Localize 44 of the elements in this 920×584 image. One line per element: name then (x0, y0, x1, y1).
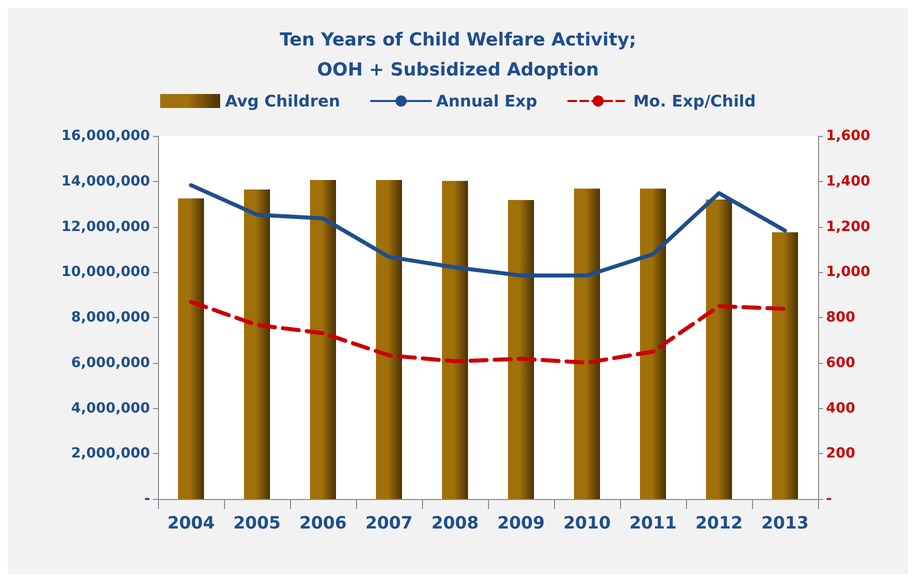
y2-tick-label: - (826, 491, 832, 507)
bar (574, 188, 600, 499)
y-tick-label: 12,000,000 (61, 218, 150, 235)
x-tick-label: 2004 (167, 514, 215, 534)
y2-tick-label: 200 (826, 446, 856, 462)
y2-tick-label: 1,200 (826, 218, 871, 235)
y2-tick-label: 1,600 (826, 128, 871, 144)
bar (772, 232, 798, 499)
x-tick-label: 2010 (563, 514, 611, 534)
y2-tick-label: 1,000 (826, 264, 871, 280)
x-tick-label: 2007 (365, 514, 413, 534)
x-tick-label: 2006 (299, 514, 347, 534)
bar (442, 180, 468, 499)
legend-label: Avg Children (225, 92, 340, 110)
x-tick-label: 2011 (629, 514, 677, 534)
bar (706, 200, 732, 499)
x-tick-label: 2008 (431, 514, 479, 534)
x-tick-label: 2005 (233, 514, 281, 534)
x-tick-label: 2009 (497, 514, 545, 534)
y2-tick-label: 800 (826, 310, 856, 326)
y-tick-label: 4,000,000 (71, 400, 150, 416)
x-tick-label: 2012 (695, 514, 743, 534)
chart-title: Ten Years of Child Welfare Activity; OOH + Subsidized Adoption (280, 30, 636, 80)
bar (244, 190, 270, 499)
y2-tick-label: 1,400 (826, 173, 871, 190)
bar (376, 180, 402, 499)
line-series (189, 183, 787, 278)
y2-tick-label: 600 (826, 354, 856, 371)
y-tick-label: 14,000,000 (61, 173, 150, 190)
bar (178, 198, 204, 499)
line-series (189, 300, 787, 365)
bar (640, 188, 666, 499)
bar (508, 200, 534, 499)
y-tick-label: 16,000,000 (61, 128, 150, 144)
legend-label: Mo. Exp/Child (633, 92, 756, 110)
y-tick-label: 8,000,000 (71, 310, 150, 326)
y2-tick-label: 400 (826, 400, 856, 416)
legend-label: Annual Exp (436, 92, 538, 110)
y-tick-label: - (144, 491, 150, 507)
bar (310, 180, 336, 499)
y-tick-label: 10,000,000 (61, 264, 150, 280)
y-tick-label: 2,000,000 (71, 446, 150, 462)
x-tick-label: 2013 (761, 514, 809, 534)
y-tick-label: 6,000,000 (71, 354, 150, 371)
